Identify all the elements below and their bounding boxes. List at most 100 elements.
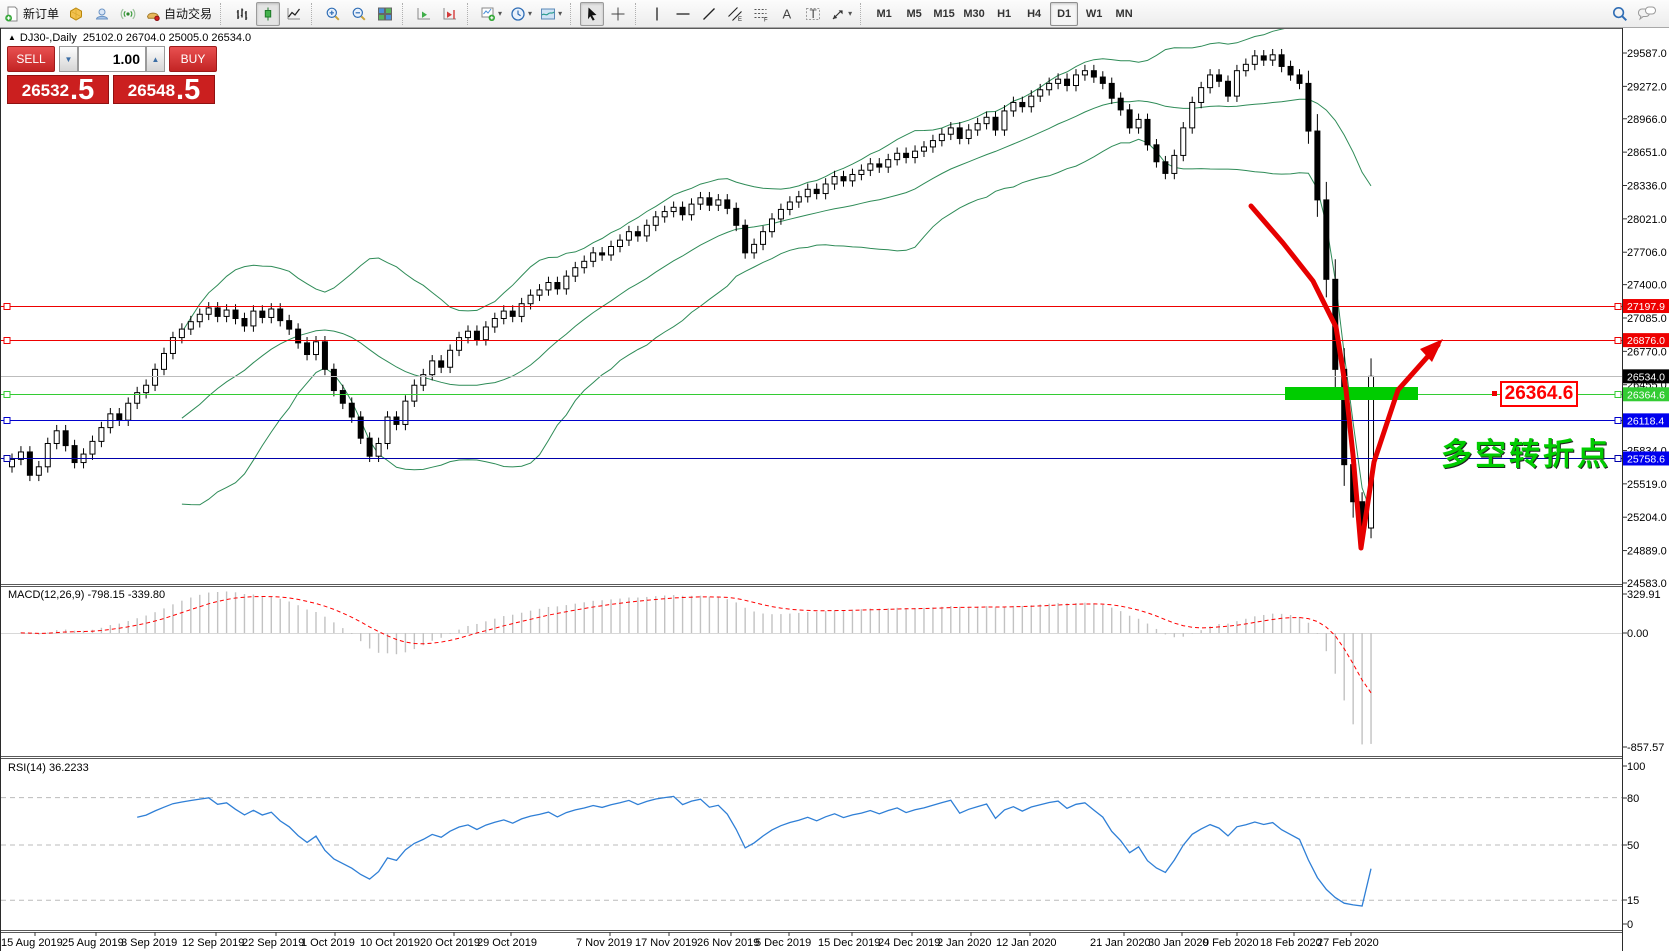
new-order-button[interactable]: 新订单 [1, 2, 62, 26]
zoom-in-button[interactable] [321, 2, 345, 26]
chat-button[interactable] [1634, 2, 1660, 26]
profiles-button[interactable]: ▾ [507, 2, 535, 26]
svg-text:15: 15 [1627, 895, 1639, 907]
svg-text:15 Aug 2019: 15 Aug 2019 [1, 937, 63, 949]
shapes-arrow-icon [832, 9, 843, 19]
buy-price-main: 26548 [127, 81, 176, 100]
candlestick-chart-button[interactable] [256, 1, 281, 26]
price-axis: 29587.0 29272.0 28966.0 28651.0 28336.0 28021… [1622, 48, 1667, 931]
data-window-button[interactable] [90, 2, 114, 26]
volume-decrease-button[interactable]: ▼ [59, 46, 78, 72]
autotrading-button[interactable]: 自动交易 [142, 2, 215, 26]
svg-text:25519.0: 25519.0 [1627, 479, 1667, 491]
sell-price-pip: .5 [70, 74, 95, 106]
text-tool-button[interactable]: A [775, 2, 799, 26]
svg-text:329.91: 329.91 [1627, 589, 1661, 601]
search-icon [1612, 6, 1628, 22]
trendline-tool-button[interactable] [697, 2, 721, 26]
svg-text:27400.0: 27400.0 [1627, 280, 1667, 292]
svg-text:25 Aug 2019: 25 Aug 2019 [62, 937, 124, 949]
horizontal-level-line[interactable] [1, 417, 1622, 424]
svg-text:50: 50 [1627, 840, 1639, 852]
horizontal-line-icon [676, 12, 690, 15]
buy-price-button[interactable]: 26548 .5 [113, 75, 215, 105]
autotrading-label: 自动交易 [164, 7, 213, 21]
timeframe-button-MN[interactable]: MN [1115, 7, 1133, 20]
toolbar-separator [570, 2, 575, 25]
chart-title: ▲ DJ30-,Daily 25102.0 26704.0 25005.0 265… [8, 32, 251, 44]
timeframe-button-M30[interactable]: M30 [963, 7, 985, 20]
timeframe-button-M5[interactable]: M5 [906, 7, 922, 20]
horizontal-level-line[interactable] [1, 303, 1622, 310]
channel-icon: E [728, 6, 742, 22]
volume-increase-button[interactable]: ▲ [146, 46, 165, 72]
yellow-cube-icon [70, 6, 83, 21]
svg-text:26534.0: 26534.0 [1627, 371, 1665, 383]
svg-text:25204.0: 25204.0 [1627, 512, 1667, 524]
price-tag: 27197.9 [1623, 299, 1669, 314]
bar-chart-button[interactable] [230, 2, 254, 26]
equidistant-channel-tool-button[interactable]: E [723, 2, 747, 26]
rsi-header: RSI(14) 36.2233 [8, 762, 89, 774]
sell-price-button[interactable]: 26532 .5 [7, 74, 109, 106]
one-click-trading-panel: SELL ▼ ▲ BUY 26532 .5 26548 .5 [7, 46, 219, 106]
auto-scroll-button[interactable] [412, 2, 436, 26]
signals-button[interactable] [116, 2, 140, 26]
svg-text:26 Nov 2019: 26 Nov 2019 [697, 937, 759, 949]
chat-bubbles-icon [1638, 6, 1656, 21]
svg-text:E: E [738, 17, 742, 22]
horizontal-level-line[interactable] [1, 455, 1622, 462]
svg-text:24889.0: 24889.0 [1627, 546, 1667, 558]
bull-bear-turning-point-note[interactable]: 多空转折点 [1441, 437, 1611, 472]
text-label-tool-button[interactable]: T [801, 2, 825, 26]
zoom-out-button[interactable] [347, 2, 371, 26]
macd-panel [1, 591, 1622, 745]
tile-windows-icon [378, 7, 393, 20]
text-a-icon: A [783, 6, 792, 21]
new-chart-button[interactable]: ▾ [477, 2, 505, 26]
horizontal-level-line[interactable] [1, 337, 1622, 344]
timeframe-button-M1[interactable]: M1 [876, 7, 892, 20]
zoom-in-icon [326, 7, 340, 21]
svg-text:18 Feb 2020: 18 Feb 2020 [1260, 937, 1322, 949]
timeframe-button-D1[interactable]: D1 [1050, 1, 1079, 26]
crosshair-tool-button[interactable] [606, 2, 630, 26]
cursor-icon [588, 7, 597, 21]
chart-shift-button[interactable] [438, 2, 462, 26]
cursor-tool-button[interactable] [580, 1, 605, 26]
svg-text:26118.4: 26118.4 [1627, 415, 1664, 427]
chevron-down-icon: ▾ [848, 9, 853, 18]
svg-text:1 Oct 2019: 1 Oct 2019 [301, 937, 355, 949]
svg-text:30 Jan 2020: 30 Jan 2020 [1148, 937, 1209, 949]
vertical-line-tool-button[interactable] [645, 2, 669, 26]
cloud-user-icon [95, 8, 109, 19]
svg-text:28651.0: 28651.0 [1627, 147, 1667, 159]
fibonacci-tool-button[interactable]: F [749, 2, 773, 26]
svg-text:20 Oct 2019: 20 Oct 2019 [420, 937, 480, 949]
toolbar-separator [635, 2, 640, 25]
bollinger-band-line [181, 138, 1372, 513]
timeframe-group: M1 M5 M15 M30 H1 H4 D1 W1 MN [869, 1, 1139, 26]
collapse-arrow-icon[interactable]: ▲ [8, 33, 16, 42]
market-watch-button[interactable] [64, 2, 88, 26]
expert-hat-icon [146, 12, 160, 21]
turn-price-label[interactable]: 26364.6 [1500, 381, 1578, 407]
tile-windows-button[interactable] [373, 2, 397, 26]
macd-signal-line [20, 595, 1372, 694]
timeframe-button-M15[interactable]: M15 [933, 7, 955, 20]
timeframe-button-H4[interactable]: H4 [1027, 7, 1042, 20]
buy-button[interactable]: BUY [169, 46, 217, 72]
horizontal-line-tool-button[interactable] [671, 2, 695, 26]
arrows-tool-button[interactable]: ▾ [827, 2, 855, 26]
line-chart-button[interactable] [282, 2, 306, 26]
timeframe-button-W1[interactable]: W1 [1085, 7, 1103, 20]
volume-input[interactable] [78, 46, 146, 72]
timeframe-button-H1[interactable]: H1 [997, 7, 1012, 20]
template-button[interactable]: ▾ [537, 2, 565, 26]
search-button[interactable] [1608, 2, 1632, 26]
svg-text:0: 0 [1627, 919, 1633, 931]
chart-shift-icon [443, 7, 457, 19]
annotations[interactable] [1248, 203, 1497, 551]
sell-button[interactable]: SELL [7, 46, 55, 72]
